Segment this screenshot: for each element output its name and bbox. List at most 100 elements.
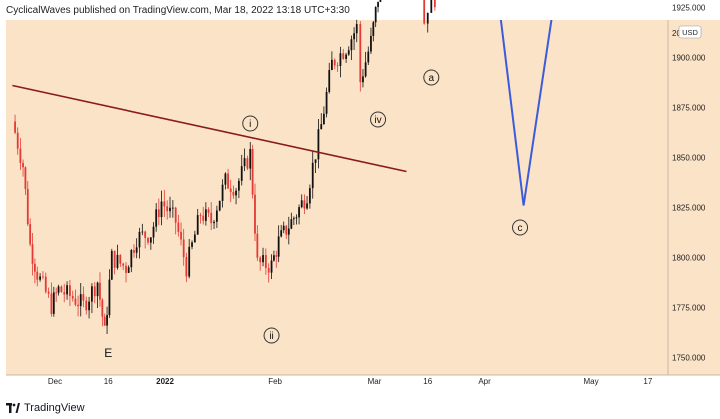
candle-body	[275, 255, 278, 257]
candle-body	[342, 53, 345, 59]
candle-body	[227, 173, 229, 189]
publish-header: CyclicalWaves published on TradingView.c…	[6, 4, 606, 18]
wave-label-text: ii	[269, 331, 273, 342]
footer: TradingView	[0, 396, 720, 419]
candle-body	[374, 7, 377, 23]
candle-body	[177, 222, 180, 232]
candle-body	[246, 158, 249, 169]
candle-body	[144, 231, 147, 238]
time-tick-label: Dec	[48, 377, 62, 386]
candle-body	[367, 51, 370, 63]
currency-selector[interactable]: USD	[678, 25, 702, 39]
time-tick-label: Feb	[268, 377, 282, 386]
wave-label-iv[interactable]: iv	[370, 111, 387, 128]
price-tick-label-partial: 20	[672, 29, 681, 38]
candle-body	[254, 194, 256, 234]
candle-body	[259, 257, 262, 263]
candle-body	[33, 263, 36, 272]
candle-body	[224, 173, 227, 185]
candle-body	[353, 33, 355, 40]
price-chart[interactable]: Eiiiiiiivvabc 1750.0001775.0001800.00018…	[0, 0, 720, 396]
candle-body	[77, 304, 79, 307]
candle-body	[267, 267, 270, 273]
tradingview-logo[interactable]: TradingView	[6, 401, 85, 415]
candle-body	[93, 286, 96, 297]
wave-label-i[interactable]: i	[242, 115, 259, 132]
candle-body	[22, 162, 24, 168]
candle-body	[303, 200, 306, 209]
price-tick-label: 1800.000	[672, 254, 706, 263]
price-tick-label: 1825.000	[672, 204, 706, 213]
wave-label-circle	[263, 327, 280, 344]
wave-label-a[interactable]: a	[423, 69, 440, 86]
candle-body	[101, 299, 104, 317]
price-axis[interactable]: 1750.000 1775.000 1800.000 1825.000 1850.000…	[627, 0, 706, 363]
candle-body	[433, 0, 436, 8]
candle-body	[273, 255, 275, 261]
publish-info-text: CyclicalWaves published on TradingView.c…	[6, 5, 350, 16]
wave-label-circle	[423, 69, 440, 86]
time-axis[interactable]: Dec 16 2022 Feb Mar 16 Apr May 17	[48, 377, 653, 386]
candle-body	[163, 201, 166, 207]
candle-body	[359, 24, 362, 83]
wave-label-text: iv	[374, 115, 381, 126]
candle-body	[229, 188, 232, 192]
wave-label-text: i	[249, 119, 251, 130]
candle-body	[133, 250, 135, 253]
candle-body	[36, 271, 39, 280]
time-tick-label: 17	[643, 377, 652, 386]
candle-body	[207, 209, 210, 213]
candle-body	[292, 218, 295, 220]
candle-body	[325, 91, 328, 114]
price-axis-background	[668, 20, 720, 375]
time-tick-label: 16	[104, 377, 113, 386]
candle-body	[430, 0, 433, 13]
candle-body	[16, 132, 19, 149]
candle-body	[314, 159, 317, 163]
candle-body	[264, 255, 267, 268]
candle-body	[174, 207, 177, 223]
candle-body	[39, 276, 41, 280]
candle-body	[372, 22, 375, 36]
candle-body	[169, 207, 171, 212]
candle-body	[42, 276, 44, 278]
candle-body	[249, 149, 252, 169]
candle-body	[256, 233, 259, 258]
candle-body	[116, 254, 119, 268]
candle-body	[196, 215, 199, 235]
candle-body	[130, 250, 133, 268]
wave-label-c[interactable]: c	[512, 219, 529, 236]
candle-body	[379, 0, 382, 2]
candle-body	[204, 209, 207, 221]
candle-body	[328, 70, 331, 92]
candle-body	[66, 285, 68, 295]
candle-body	[106, 315, 108, 326]
candle-body	[63, 292, 66, 295]
candle-body	[71, 295, 74, 299]
elliott-projection-path[interactable]	[435, 0, 613, 206]
candle-body	[377, 1, 379, 8]
candle-body	[47, 291, 50, 294]
candle-body	[122, 263, 125, 266]
time-tick-label: 16	[423, 377, 432, 386]
tradingview-logo-icon	[6, 403, 20, 413]
candle-body	[24, 167, 27, 190]
candle-body	[113, 250, 116, 268]
candle-body	[213, 221, 215, 224]
candle-body	[221, 184, 224, 201]
chart-background	[6, 20, 668, 375]
wave-label-ii[interactable]: ii	[263, 327, 280, 344]
candle-body	[141, 231, 144, 233]
resistance-trendline[interactable]	[12, 84, 407, 173]
candle-body	[287, 228, 290, 235]
candle-body	[85, 300, 88, 311]
candle-body	[235, 190, 237, 196]
candle-body	[14, 121, 16, 133]
candle-body	[347, 50, 350, 55]
candle-body	[300, 200, 303, 208]
wave-label-E[interactable]: E	[104, 346, 112, 360]
candle-body	[282, 225, 285, 231]
candle-body	[295, 217, 298, 219]
candle-body	[202, 215, 205, 221]
candle-body	[119, 254, 122, 264]
